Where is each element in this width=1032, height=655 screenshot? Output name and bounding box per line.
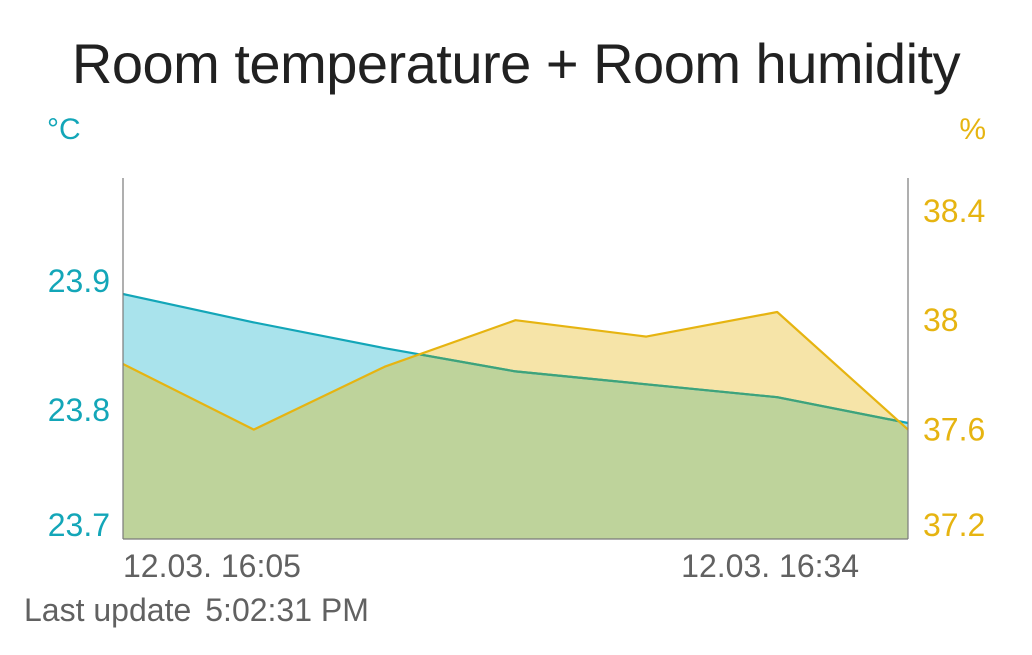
left-tick-label: 23.7: [48, 507, 110, 543]
humidity-line: [122, 310, 909, 431]
right-axis-unit: %: [959, 113, 986, 146]
chart-title: Room temperature + Room humidity: [71, 32, 961, 95]
right-tick-label: 38: [923, 302, 959, 338]
right-tick-label: 37.6: [923, 412, 985, 448]
left-tick-label: 23.8: [48, 392, 110, 428]
last-update-time: 5:02:31 PM: [205, 592, 369, 628]
left-axis-unit: °C: [47, 113, 81, 146]
right-tick-label: 37.2: [923, 507, 985, 543]
x-tick-label: 12.03. 16:34: [681, 548, 859, 584]
last-update-label: Last update: [24, 592, 192, 628]
x-tick-label: 12.03. 16:05: [123, 548, 301, 584]
last-update: Last update 5:02:31 PM: [24, 590, 369, 630]
right-tick-label: 38.4: [923, 193, 985, 229]
left-tick-label: 23.9: [48, 263, 110, 299]
